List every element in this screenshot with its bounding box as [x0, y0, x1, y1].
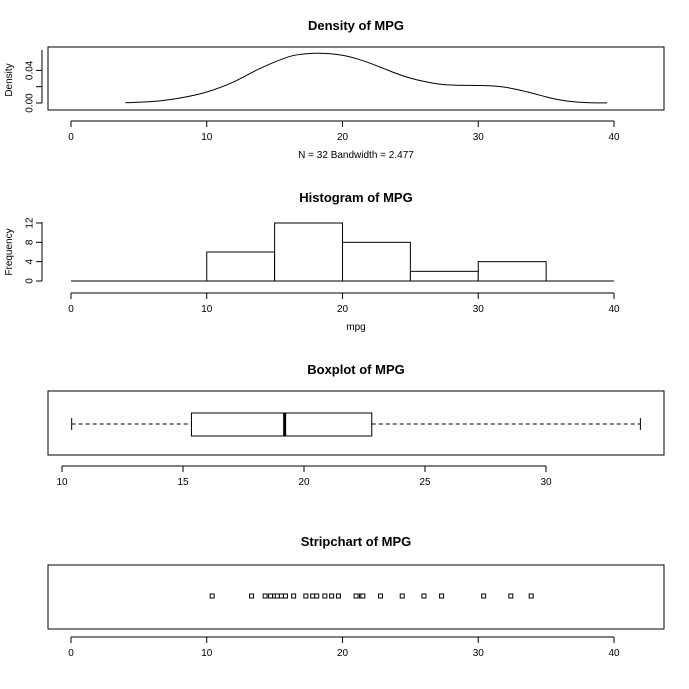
histogram-y-tick-label: 12 — [25, 217, 36, 229]
histogram-x-tick-label: 10 — [201, 304, 213, 315]
stripchart-plot-frame — [47, 564, 665, 630]
stripchart-x-tick-label: 30 — [473, 648, 485, 659]
stripchart-point — [528, 593, 534, 599]
boxplot-plot-frame — [47, 390, 665, 456]
stripchart-point — [335, 593, 341, 599]
histogram-y-tick-label: 4 — [25, 258, 36, 264]
boxplot-box-group — [71, 412, 641, 437]
histogram-y-tick-label: 8 — [25, 239, 36, 245]
histogram-y-label: Frequency — [4, 228, 15, 275]
histogram-x-tick-label: 0 — [68, 304, 74, 315]
density-title: Density of MPG — [308, 18, 404, 33]
histogram-bar — [342, 241, 411, 282]
stripchart-title: Stripchart of MPG — [301, 534, 412, 549]
density-y-ticks: 0.00 0.04 — [25, 60, 42, 113]
stripchart-point — [353, 593, 359, 599]
boxplot-x-tick-label: 20 — [298, 477, 310, 488]
boxplot-x-tick-label: 10 — [56, 477, 68, 488]
stripchart-point — [278, 593, 284, 599]
density-x-tick-label: 0 — [68, 132, 74, 143]
density-x-tick-label: 30 — [473, 132, 485, 143]
density-x-tick-label: 10 — [201, 132, 213, 143]
histogram-bar — [477, 261, 547, 282]
stripchart-point — [329, 593, 335, 599]
stripchart-point — [439, 593, 445, 599]
histogram-x-ticks: 0 10 20 30 40 — [68, 293, 620, 315]
density-panel: Density of MPG 0 10 20 30 40 0.00 0.04 N = 32… — [4, 18, 665, 161]
stripchart-point — [268, 593, 274, 599]
stripchart-point — [360, 593, 366, 599]
histogram-bar — [206, 251, 276, 282]
histogram-y-tick-label: 0 — [25, 278, 36, 284]
stripchart-point — [322, 593, 328, 599]
stripchart-point — [209, 593, 215, 599]
stripchart-panel: Stripchart of MPG 0 10 20 30 40 — [47, 534, 665, 659]
histogram-bar — [409, 270, 479, 282]
histogram-title: Histogram of MPG — [299, 190, 412, 205]
density-x-tick-label: 40 — [608, 132, 620, 143]
stripchart-point — [282, 593, 288, 599]
histogram-panel: Histogram of MPG 0 10 20 30 40 0 4 8 12 mpg Fre… — [4, 190, 620, 333]
density-plot-frame — [47, 46, 665, 111]
stripchart-point — [274, 593, 280, 599]
density-y-tick-label: 0.00 — [25, 93, 36, 113]
boxplot-panel: Boxplot of MPG 10 15 20 25 30 — [47, 362, 665, 488]
histogram-bars — [206, 222, 547, 282]
boxplot-x-tick-label: 25 — [419, 477, 431, 488]
density-x-tick-label: 20 — [337, 132, 349, 143]
density-x-ticks: 0 10 20 30 40 — [68, 121, 620, 143]
stripchart-point — [314, 593, 320, 599]
stripchart-x-tick-label: 0 — [68, 648, 74, 659]
stripchart-point — [291, 593, 297, 599]
density-y-label: Density — [4, 63, 15, 96]
histogram-x-tick-label: 30 — [473, 304, 485, 315]
boxplot-x-tick-label: 30 — [540, 477, 552, 488]
histogram-x-tick-label: 40 — [608, 304, 620, 315]
stripchart-x-ticks: 0 10 20 30 40 — [68, 637, 620, 659]
stripchart-point — [303, 593, 309, 599]
boxplot-title: Boxplot of MPG — [307, 362, 405, 377]
stripchart-x-tick-label: 10 — [201, 648, 213, 659]
stripchart-point — [249, 593, 255, 599]
density-x-label: N = 32 Bandwidth = 2.477 — [298, 150, 414, 161]
density-curve — [125, 52, 608, 104]
stripchart-point — [310, 593, 316, 599]
stripchart-point — [378, 593, 384, 599]
stripchart-x-tick-label: 20 — [337, 648, 349, 659]
boxplot-box — [190, 412, 373, 437]
stripchart-x-tick-label: 40 — [608, 648, 620, 659]
boxplot-x-ticks: 10 15 20 25 30 — [56, 466, 552, 488]
stripchart-point — [399, 593, 405, 599]
stripchart-point — [421, 593, 427, 599]
density-y-tick-label: 0.04 — [25, 60, 36, 80]
histogram-bar — [274, 222, 343, 282]
stripchart-point — [481, 593, 487, 599]
stripchart-point — [262, 593, 268, 599]
histogram-x-tick-label: 20 — [337, 304, 349, 315]
histogram-x-label: mpg — [346, 322, 365, 333]
boxplot-x-tick-label: 15 — [177, 477, 189, 488]
histogram-y-ticks: 0 4 8 12 — [25, 217, 42, 284]
stripchart-point — [508, 593, 514, 599]
stripchart-points — [209, 593, 534, 599]
